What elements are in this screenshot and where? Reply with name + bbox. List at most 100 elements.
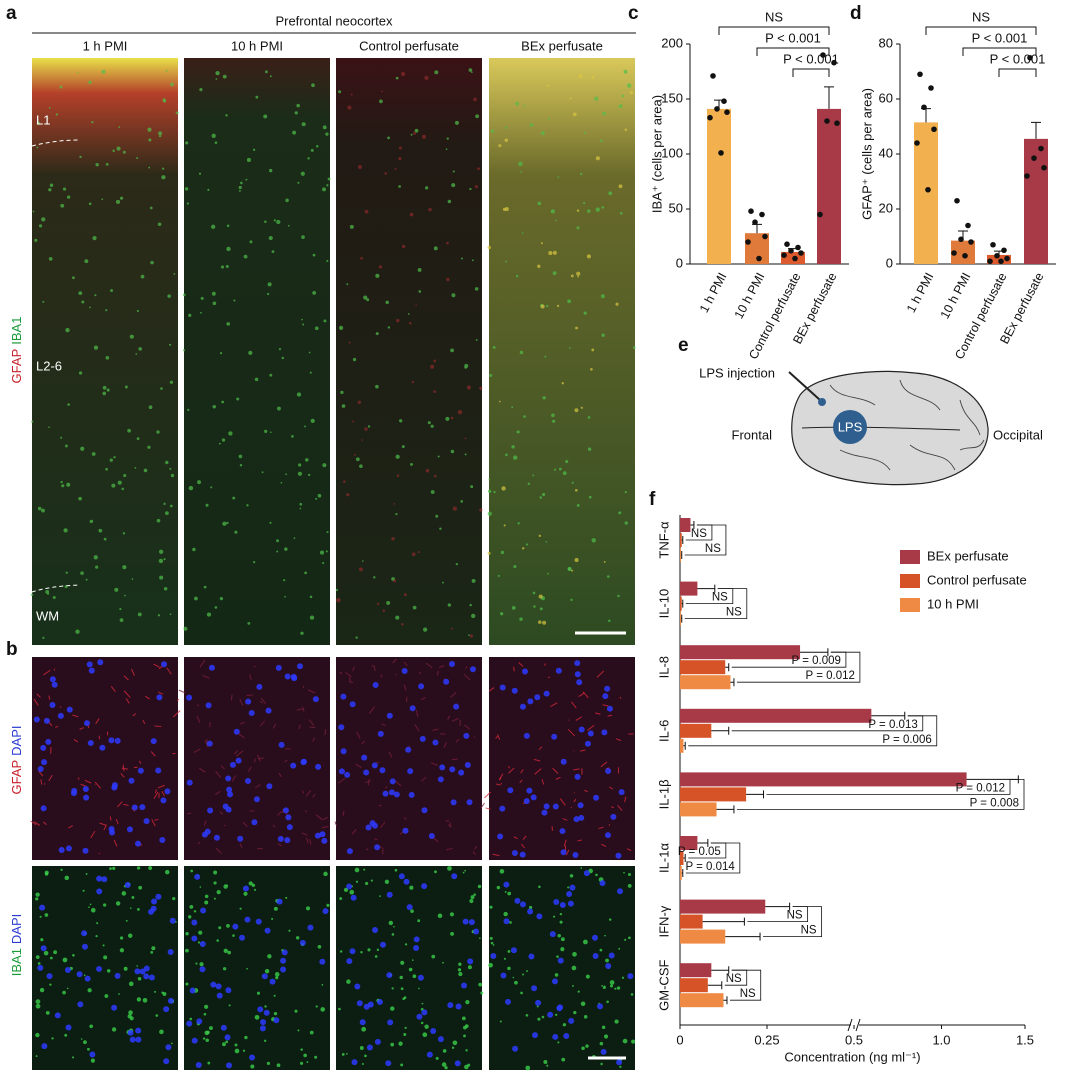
cell-speck	[469, 603, 472, 607]
cell-speck	[364, 209, 369, 214]
iba1-speck	[303, 1053, 307, 1058]
cell-speck	[487, 245, 491, 250]
iba1-speck	[162, 992, 167, 996]
cell-speck	[387, 136, 390, 140]
bracket	[766, 779, 1022, 795]
iba1-speck	[410, 909, 414, 913]
iba1-speck	[295, 936, 300, 940]
nucleus	[552, 1033, 559, 1040]
comparison-label: NS	[691, 528, 707, 540]
cell-speck	[412, 605, 417, 610]
cell-speck	[500, 550, 505, 555]
nucleus	[150, 738, 157, 745]
gfap-fiber	[380, 821, 386, 829]
iba1-speck	[103, 903, 107, 907]
iba1-speck	[264, 1005, 267, 1008]
bracket	[792, 68, 830, 77]
nucleus	[114, 737, 121, 744]
bar	[680, 914, 703, 929]
nucleus	[512, 1045, 519, 1052]
iba1-speck	[216, 889, 221, 895]
cell-speck	[300, 631, 304, 635]
nucleus	[135, 1036, 142, 1043]
iba1-speck	[148, 866, 153, 871]
iba1-speck	[412, 974, 417, 979]
nucleus	[261, 973, 268, 980]
panel-letter: e	[678, 335, 689, 356]
cell-speck	[493, 490, 496, 494]
cell-speck	[359, 567, 364, 572]
nucleus	[96, 888, 103, 895]
brain-diagram	[788, 370, 989, 486]
gfap-fiber	[309, 838, 312, 845]
axis-break	[847, 1018, 861, 1032]
cell-speck	[226, 322, 231, 326]
cell-speck	[315, 497, 318, 500]
nucleus	[76, 971, 83, 978]
cell-speck	[65, 571, 68, 574]
micrograph	[336, 58, 482, 645]
nucleus	[602, 693, 609, 700]
iba1-speck	[349, 889, 355, 895]
iba1-speck	[273, 1012, 278, 1016]
cell-speck	[603, 560, 606, 563]
cell-speck	[322, 187, 326, 192]
gfap-fiber	[339, 671, 343, 675]
cell-speck	[80, 446, 85, 451]
cell-speck	[61, 484, 65, 488]
gfap-fiber	[204, 740, 209, 748]
nucleus	[372, 927, 379, 934]
cell-speck	[460, 257, 463, 260]
gfap-fiber	[472, 851, 477, 855]
cell-speck	[450, 449, 455, 454]
cell-speck	[627, 83, 632, 88]
cell-speck	[562, 471, 567, 476]
cell-speck	[299, 507, 302, 510]
gfap-fiber	[132, 713, 137, 717]
cell-speck	[169, 343, 172, 346]
cell-speck	[576, 226, 580, 230]
cell-speck	[121, 487, 125, 491]
cell-speck	[163, 502, 166, 506]
category-label: IFN-γ	[656, 905, 671, 937]
nucleus	[569, 884, 576, 891]
data-point	[759, 211, 765, 218]
nucleus	[169, 917, 176, 924]
cell-speck	[515, 101, 519, 106]
iba1-speck	[608, 918, 612, 921]
nucleus	[380, 941, 387, 948]
gfap-fiber	[450, 691, 457, 698]
stain-gfap: GFAP	[9, 760, 24, 795]
cell-speck	[236, 397, 240, 401]
gfap-fiber	[157, 784, 165, 789]
nucleus	[463, 732, 470, 739]
iba1-speck	[89, 1024, 94, 1029]
iba1-speck	[232, 934, 235, 937]
nucleus	[557, 1004, 564, 1011]
cell-speck	[277, 406, 281, 411]
gfap-fiber	[607, 714, 613, 717]
nucleus	[46, 973, 53, 980]
cell-speck	[595, 207, 600, 212]
cell-speck	[291, 435, 294, 438]
iba1-speck	[90, 907, 96, 913]
nucleus	[534, 694, 541, 701]
gfap-fiber	[153, 791, 159, 799]
gfap-fiber	[122, 764, 125, 772]
cell-speck	[474, 287, 479, 291]
cell-speck	[60, 203, 65, 208]
cell-speck	[238, 185, 242, 190]
iba1-speck	[40, 938, 44, 942]
bar	[680, 596, 682, 611]
cell-speck	[403, 593, 407, 597]
nucleus	[40, 945, 47, 952]
data-point	[721, 98, 727, 104]
cell-speck	[218, 442, 221, 445]
cell-speck	[557, 176, 560, 179]
gfap-fiber	[361, 740, 366, 745]
cell-speck	[63, 528, 68, 533]
iba1-speck	[131, 896, 135, 899]
cell-speck	[267, 292, 270, 296]
cell-speck	[170, 82, 174, 87]
gfap-fiber	[365, 848, 369, 851]
